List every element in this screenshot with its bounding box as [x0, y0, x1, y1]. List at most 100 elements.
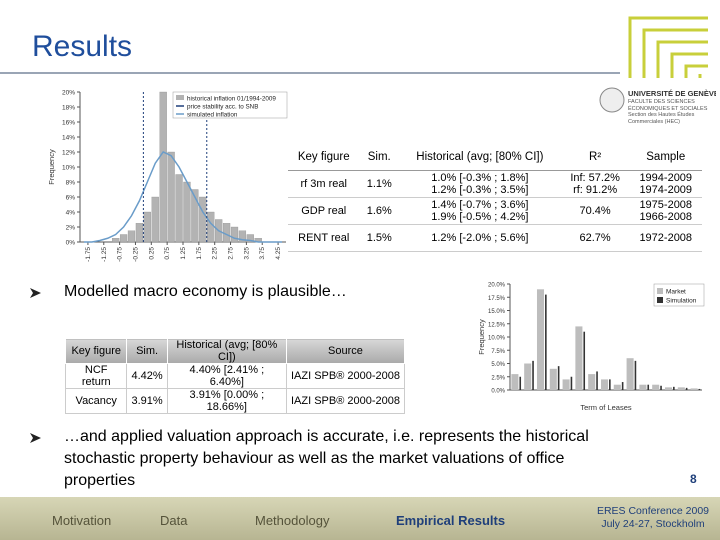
cell-line: 1.6% [366, 205, 392, 217]
histogram-bar [246, 234, 254, 243]
legend-box [172, 91, 288, 119]
x-tick-label: -1.75 [85, 247, 92, 262]
histogram-bar [135, 223, 144, 243]
table-cell: rf 3m real [288, 170, 360, 198]
legend-label: Market [666, 289, 686, 296]
cell-line: 1994-2009 [639, 172, 693, 184]
nav-item-active[interactable]: Empirical Results [396, 513, 506, 528]
cell-line: 1.2% [-2.0% ; 5.6%] [431, 232, 529, 244]
nav-item[interactable]: Data [160, 513, 188, 528]
y-tick-label: 16% [62, 120, 75, 127]
legend-swatch [657, 288, 663, 294]
column-header: Key figure [288, 143, 360, 171]
x-tick-label: 3.25 [243, 247, 250, 260]
y-axis-label: Frequency [47, 149, 56, 185]
bullet-text: …and applied valuation approach is accur… [64, 428, 589, 489]
histogram-bar [238, 230, 247, 243]
cell-line: GDP real [301, 205, 347, 217]
cell-line: 1.5% [366, 232, 392, 244]
bar [511, 374, 519, 390]
logo-grid [628, 16, 708, 78]
y-axis-label: Frequency [477, 319, 486, 355]
legend-box [653, 283, 705, 307]
bar [609, 379, 611, 390]
simulated-line [83, 151, 283, 243]
table-cell: 4.42% [126, 363, 168, 389]
logo-name: UNIVERSITÉ DE GENÈVE [628, 89, 716, 98]
cell-line: Inf: 57.2% [570, 172, 620, 184]
macro-table: Key figure Sim. Historical (avg; [80% CI])… [288, 143, 702, 252]
table-cell: 1994-2009 1974-2009 [629, 170, 702, 198]
table-cell: 1.4% [-0.7% ; 3.6%] 1.9% [-0.5% ; 4.2%] [399, 197, 561, 225]
cell-line: 1.1% [366, 178, 392, 190]
legend-swatch [176, 95, 184, 100]
column-header: Source [285, 338, 406, 364]
nav-item[interactable]: Motivation [52, 513, 112, 528]
bar [600, 379, 609, 390]
table-cell: 1975-2008 1966-2008 [629, 197, 702, 225]
x-axis-label: Term of Leases [580, 403, 632, 412]
x-tick-label: 0.25 [148, 247, 155, 260]
cell-line: 1966-2008 [639, 211, 693, 223]
y-tick-label: 4% [66, 210, 76, 217]
cell-line: 1.2% [-0.3% ; 3.5%] [431, 184, 529, 196]
bar [634, 360, 637, 390]
bar [524, 363, 532, 390]
university-logo: UNIVERSITÉ DE GENÈVE FACULTÉ DES SCIENCE… [599, 87, 716, 125]
histogram-bar [199, 196, 207, 243]
bar [532, 360, 534, 390]
y-tick-label: 10% [62, 165, 75, 172]
y-tick-label: 0.0% [491, 389, 505, 395]
property-table: Key figure Sim. Historical (avg; [80% CI])… [64, 338, 406, 414]
y-tick-label: 12.5% [488, 322, 506, 328]
bar [545, 294, 547, 390]
bar [647, 384, 650, 390]
lease-term-histogram: 0.0% 2.5% 5.0% 7.5% 10.0% 12.5% 15.0% 17.5% 20.0… [477, 283, 705, 412]
y-tick-label: 20.0% [488, 283, 506, 289]
cell-line: 1975-2008 [639, 199, 693, 211]
bar [660, 385, 662, 390]
y-tick-label: 0% [66, 240, 76, 247]
table-cell: IAZI SPB® 2000-2008 [285, 363, 406, 389]
y-tick-label: 14% [62, 135, 75, 142]
table-cell: 1.0% [-0.3% ; 1.8%] 1.2% [-0.3% ; 3.5%] [399, 170, 561, 198]
y-tick-label: 8% [66, 180, 76, 187]
y-tick-label: 2% [66, 225, 76, 232]
footer-bar [0, 497, 720, 540]
legend-swatch [657, 297, 663, 303]
table-cell: 3.91% [0.00% ; 18.66%] [166, 388, 287, 414]
title-rule [0, 72, 620, 74]
bar [673, 386, 675, 390]
histogram-bar [230, 226, 239, 243]
cell-line: 1.9% [-0.5% ; 4.2%] [431, 211, 529, 223]
y-tick-label: 10.0% [488, 336, 506, 342]
table-cell: 3.91% [126, 388, 168, 414]
bar [613, 384, 621, 390]
bullet-arrow [30, 433, 41, 443]
y-tick-label: 15.0% [488, 309, 506, 315]
table-cell: IAZI SPB® 2000-2008 [285, 388, 406, 414]
table-row: rf 3m real 1.1% 1.0% [-0.3% ; 1.8%] 1.2% [-… [288, 170, 702, 198]
histogram-bar [143, 211, 151, 243]
cell-line: 1974-2009 [639, 184, 693, 196]
table-cell: 70.4% [560, 197, 630, 225]
bar [557, 366, 560, 390]
y-tick-label: 7.5% [491, 349, 505, 355]
histogram-bar [167, 151, 175, 243]
x-tick-label: 2.25 [212, 247, 219, 260]
table-cell: NCF return [64, 363, 128, 389]
bar [575, 326, 583, 390]
conference-name: ERES Conference 2009 [596, 505, 710, 517]
x-tick-label: -0.25 [132, 247, 139, 262]
cell-line: 1.4% [-0.7% ; 3.6%] [431, 199, 529, 211]
bar [677, 387, 685, 390]
column-header: Historical (avg; [80% CI]) [166, 338, 287, 364]
cell-line: rf 3m real [300, 178, 347, 190]
x-tick-label: 2.75 [228, 247, 235, 260]
histogram-bar [183, 181, 191, 243]
bar [664, 387, 673, 390]
nav-item[interactable]: Methodology [255, 513, 330, 528]
legend-label: historical inflation 01/1994-2009 [187, 96, 276, 103]
histogram-bar [175, 174, 183, 243]
bar [626, 358, 634, 390]
